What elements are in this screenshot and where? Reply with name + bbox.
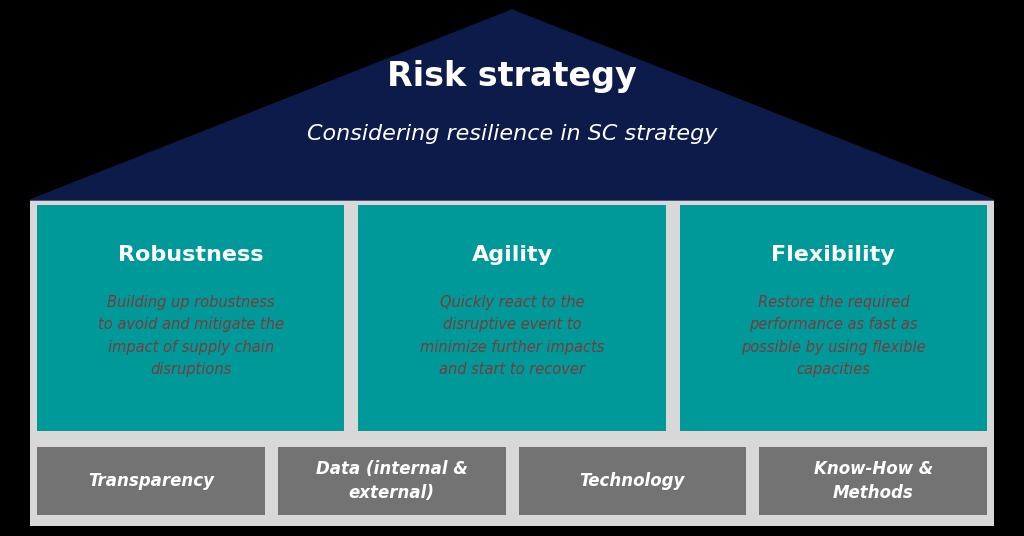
Text: Robustness: Robustness	[118, 245, 263, 265]
Bar	[37, 447, 265, 515]
Bar	[680, 205, 987, 431]
Text: Agility: Agility	[471, 245, 553, 265]
Bar	[30, 436, 994, 526]
Text: Know-How &
Methods: Know-How & Methods	[813, 460, 933, 502]
Bar	[358, 205, 666, 431]
Text: Data (internal &
external): Data (internal & external)	[315, 460, 468, 502]
Bar	[518, 447, 746, 515]
Polygon shape	[30, 10, 994, 200]
Bar	[37, 205, 344, 431]
Text: Risk strategy: Risk strategy	[387, 60, 637, 93]
Text: Considering resilience in SC strategy: Considering resilience in SC strategy	[307, 123, 717, 144]
Text: Restore the required
performance as fast as
possible by using flexible
capacitie: Restore the required performance as fast…	[741, 295, 926, 377]
Text: Technology: Technology	[580, 472, 685, 490]
Text: Quickly react to the
disruptive event to
minimize further impacts
and start to r: Quickly react to the disruptive event to…	[420, 295, 604, 377]
Bar	[759, 447, 987, 515]
Bar	[278, 447, 506, 515]
Bar	[30, 200, 994, 526]
Text: Transparency: Transparency	[88, 472, 214, 490]
Text: Flexibility: Flexibility	[771, 245, 895, 265]
Text: Building up robustness
to avoid and mitigate the
impact of supply chain
disrupti: Building up robustness to avoid and miti…	[97, 295, 284, 377]
